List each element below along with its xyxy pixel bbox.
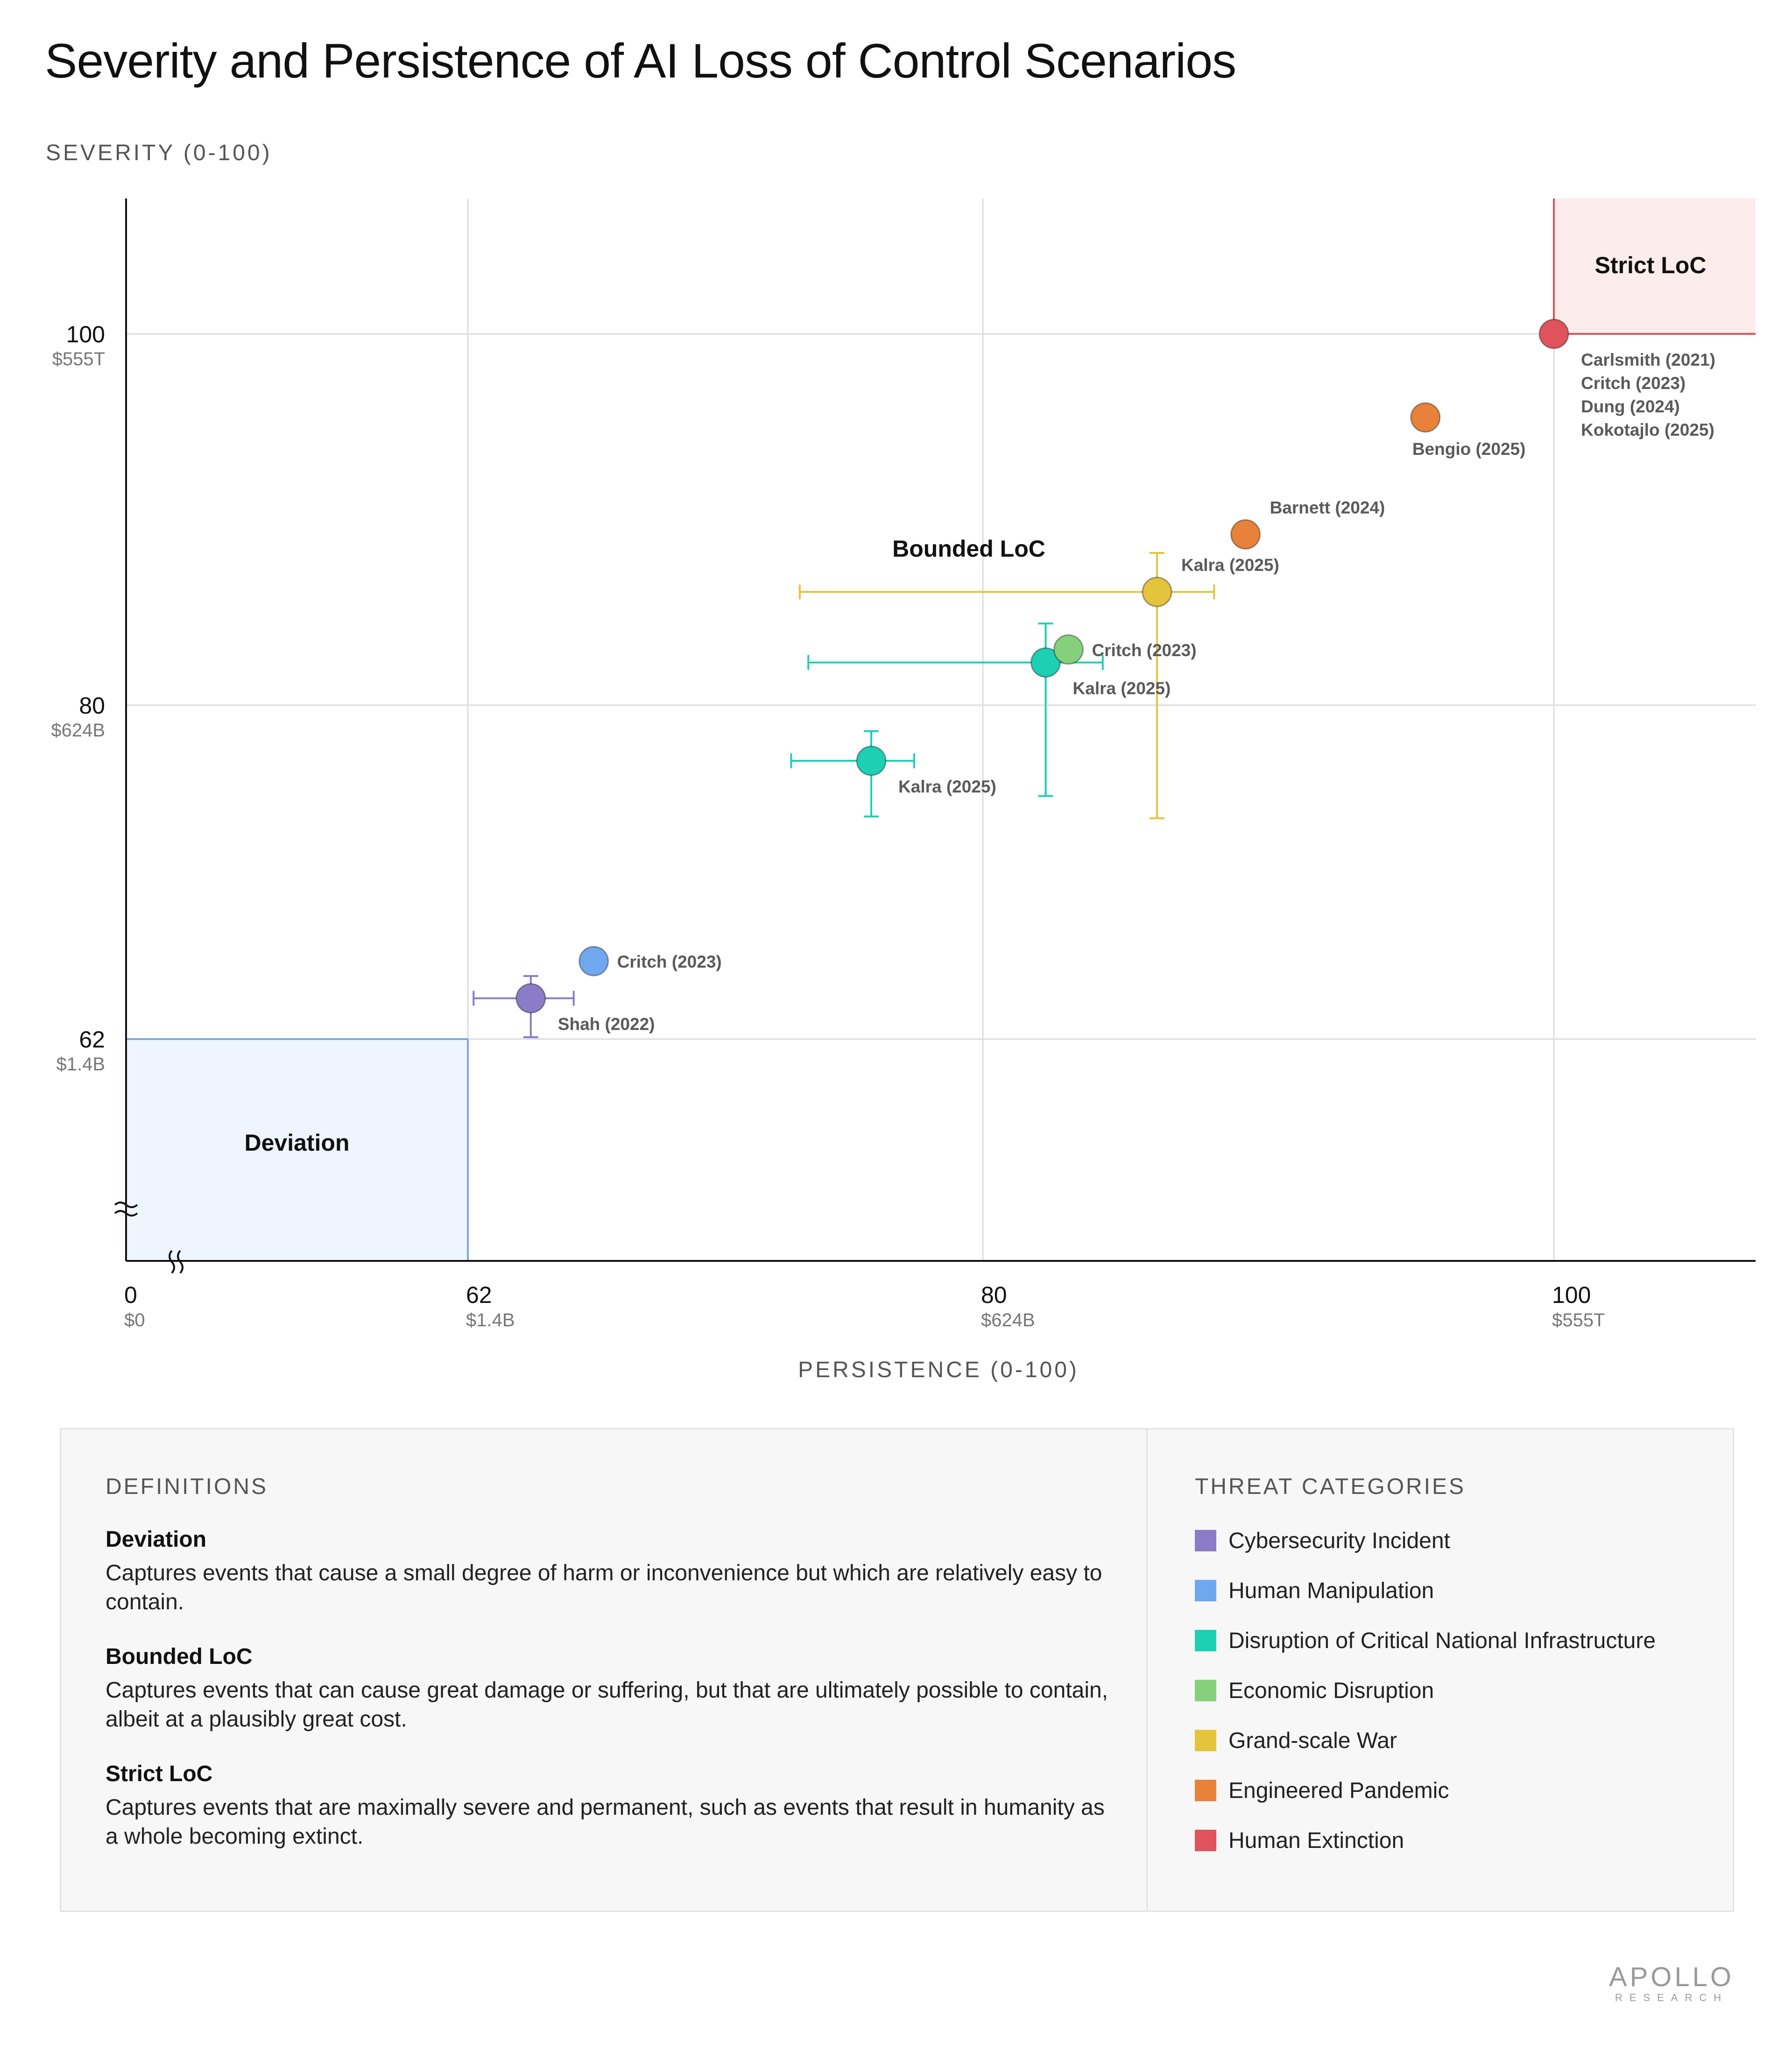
x-tick-sublabel: $1.4B bbox=[466, 1310, 515, 1330]
data-label: Kalra (2025) bbox=[898, 777, 996, 796]
legend-label: Grand-scale War bbox=[1228, 1728, 1397, 1753]
legend-label: Cybersecurity Incident bbox=[1228, 1528, 1450, 1553]
region-label: Strict LoC bbox=[1595, 252, 1707, 278]
legend-item: Cybersecurity Incident bbox=[1195, 1527, 1722, 1555]
panel-divider bbox=[1146, 1429, 1148, 1910]
legend-item: Grand-scale War bbox=[1195, 1727, 1722, 1755]
strict-loc-region bbox=[1554, 198, 1756, 334]
data-point bbox=[1538, 318, 1569, 349]
deviation-region bbox=[126, 1039, 468, 1261]
data-label: Dung (2024) bbox=[1581, 397, 1680, 416]
definition-name: Deviation bbox=[106, 1527, 207, 1552]
x-axis-label: PERSISTENCE (0-100) bbox=[798, 1358, 1079, 1382]
chart-title: Severity and Persistence of AI Loss of C… bbox=[45, 34, 1236, 88]
definition-text: Captures events that are maximally sever… bbox=[106, 1795, 1105, 1849]
legend-swatch bbox=[1195, 1580, 1216, 1601]
x-tick-sublabel: $0 bbox=[124, 1310, 145, 1330]
y-axis-label: SEVERITY (0-100) bbox=[46, 141, 272, 165]
scatter-plot: 0$062$1.4B80$624B100$555T62$1.4B80$624B1… bbox=[51, 198, 1756, 1330]
legend-label: Engineered Pandemic bbox=[1228, 1778, 1449, 1803]
legend-item: Disruption of Critical National Infrastr… bbox=[1195, 1627, 1722, 1655]
legend-item: Economic Disruption bbox=[1195, 1677, 1722, 1705]
data-point bbox=[1230, 519, 1261, 550]
info-panel: DEFINITIONS Deviation Captures events th… bbox=[60, 1428, 1734, 1912]
y-axis-break-icon bbox=[114, 1202, 138, 1217]
definition-text: Captures events that can cause great dam… bbox=[106, 1678, 1108, 1732]
data-point bbox=[515, 983, 546, 1014]
data-label: Kokotajlo (2025) bbox=[1581, 420, 1714, 439]
data-label: Barnett (2024) bbox=[1270, 498, 1385, 517]
data-label: Kalra (2025) bbox=[1181, 556, 1279, 575]
definition-bounded-loc: Bounded LoC Captures events that can cau… bbox=[106, 1644, 1133, 1734]
data-point bbox=[1142, 577, 1172, 608]
definition-deviation: Deviation Captures events that cause a s… bbox=[106, 1527, 1133, 1617]
data-point bbox=[856, 745, 887, 776]
x-tick-label: 100 bbox=[1552, 1282, 1591, 1308]
legend-label: Human Manipulation bbox=[1228, 1578, 1434, 1603]
x-tick-sublabel: $555T bbox=[1552, 1310, 1605, 1330]
legend-heading: THREAT CATEGORIES bbox=[1195, 1474, 1466, 1499]
x-tick-sublabel: $624B bbox=[981, 1310, 1035, 1330]
definitions-heading: DEFINITIONS bbox=[106, 1474, 268, 1499]
legend-swatch bbox=[1195, 1780, 1216, 1801]
region-label: Bounded LoC bbox=[892, 536, 1045, 562]
legend-item: Human Manipulation bbox=[1195, 1577, 1722, 1605]
data-point bbox=[1410, 402, 1441, 433]
data-label: Critch (2023) bbox=[1092, 641, 1196, 660]
legend-item: Human Extinction bbox=[1195, 1826, 1722, 1854]
legend-item: Engineered Pandemic bbox=[1195, 1776, 1722, 1804]
data-label: Carlsmith (2021) bbox=[1581, 350, 1715, 369]
y-tick-sublabel: $555T bbox=[52, 349, 105, 369]
definition-strict-loc: Strict LoC Captures events that are maxi… bbox=[106, 1761, 1133, 1851]
data-label: Critch (2023) bbox=[617, 952, 722, 971]
definitions-section: DEFINITIONS Deviation Captures events th… bbox=[106, 1474, 1133, 1878]
y-tick-sublabel: $1.4B bbox=[56, 1054, 105, 1075]
legend-label: Human Extinction bbox=[1228, 1828, 1404, 1853]
y-tick-label: 100 bbox=[66, 321, 105, 347]
x-tick-label: 80 bbox=[981, 1282, 1007, 1308]
apollo-research-logo: APOLLO RESEARCH bbox=[1606, 1961, 1737, 2004]
data-label: Critch (2023) bbox=[1581, 374, 1686, 393]
data-label: Shah (2022) bbox=[558, 1015, 655, 1034]
legend-label: Economic Disruption bbox=[1228, 1678, 1434, 1703]
y-tick-sublabel: $624B bbox=[51, 720, 105, 741]
legend-swatch bbox=[1195, 1680, 1216, 1701]
logo-wordmark: APOLLO bbox=[1609, 1962, 1735, 1992]
legend-swatch bbox=[1195, 1630, 1216, 1651]
definition-name: Strict LoC bbox=[106, 1762, 213, 1786]
x-axis-break-icon bbox=[169, 1250, 183, 1274]
data-label: Kalra (2025) bbox=[1073, 679, 1171, 698]
y-tick-label: 80 bbox=[79, 693, 105, 719]
legend-swatch bbox=[1195, 1730, 1216, 1751]
definition-name: Bounded LoC bbox=[106, 1644, 253, 1669]
x-tick-label: 0 bbox=[124, 1282, 137, 1308]
data-point bbox=[579, 946, 609, 976]
y-tick-label: 62 bbox=[79, 1026, 105, 1053]
legend-label: Disruption of Critical National Infrastr… bbox=[1228, 1628, 1656, 1653]
legend: THREAT CATEGORIES Cybersecurity Incident… bbox=[1195, 1474, 1722, 1876]
legend-swatch bbox=[1195, 1530, 1216, 1551]
region-label: Deviation bbox=[244, 1130, 349, 1156]
definition-text: Captures events that cause a small degre… bbox=[106, 1561, 1102, 1614]
data-point bbox=[1053, 634, 1084, 665]
logo-subtitle: RESEARCH bbox=[1615, 1992, 1729, 2003]
x-tick-label: 62 bbox=[466, 1282, 492, 1308]
data-label: Bengio (2025) bbox=[1412, 439, 1526, 459]
legend-swatch bbox=[1195, 1830, 1216, 1851]
data-point bbox=[1030, 647, 1061, 678]
